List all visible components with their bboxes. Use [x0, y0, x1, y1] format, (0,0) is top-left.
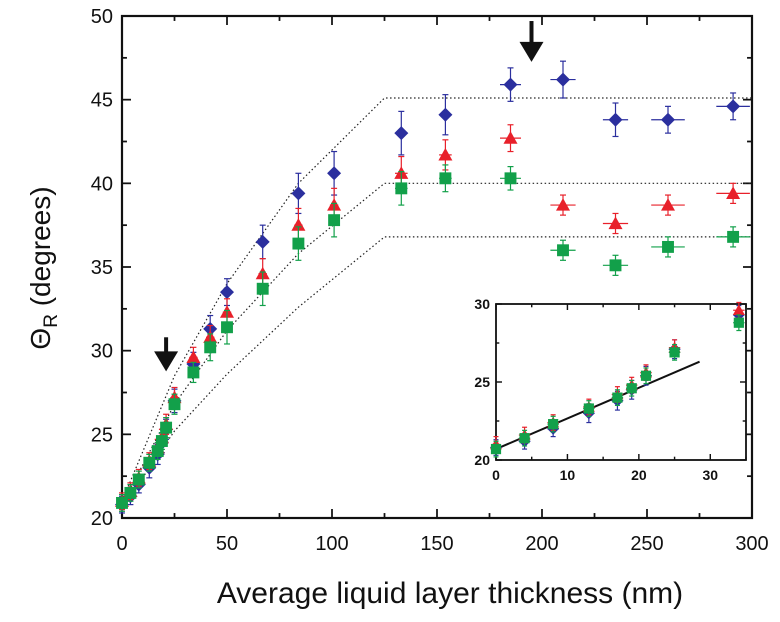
data-point-triangle	[556, 198, 570, 211]
data-point-square	[143, 456, 156, 469]
inset-data-point-square	[548, 419, 559, 430]
inset-data-point-square	[490, 443, 502, 455]
data-point-square	[151, 445, 164, 458]
inset-data-point-square	[626, 383, 637, 394]
x-tick-label: 100	[315, 533, 348, 555]
inset-y-tick-label: 30	[474, 296, 490, 312]
data-point-square	[292, 237, 305, 250]
y-axis-symbol: Θ	[25, 328, 56, 350]
inset-plot: 0 10 20 30 20 25 30	[474, 296, 747, 483]
data-point-square	[439, 172, 452, 185]
arrow-head	[154, 351, 179, 372]
data-point-square	[221, 321, 233, 334]
y-tick-label: 20	[91, 508, 113, 530]
inset-data-point-square	[519, 433, 530, 444]
data-point-triangle	[503, 131, 518, 144]
inset-data-point-square	[733, 317, 744, 328]
data-point-triangle	[608, 216, 623, 230]
data-point-square	[160, 421, 173, 434]
x-tick-label: 300	[735, 533, 768, 555]
x-tick-label: 50	[216, 533, 238, 555]
data-point-square	[727, 230, 740, 243]
arrow-head	[519, 41, 544, 62]
inset-y-tick-label: 20	[474, 452, 490, 468]
data-point-diamond	[726, 99, 741, 114]
inset-data-point-square	[612, 392, 623, 403]
y-tick-label: 45	[91, 90, 113, 112]
inset-x-tick-label: 20	[631, 467, 647, 483]
data-point-diamond	[220, 285, 234, 300]
data-point-square	[168, 398, 181, 411]
inset-x-tick-label: 10	[560, 467, 576, 483]
y-tick-label: 40	[91, 173, 113, 195]
data-point-diamond	[503, 77, 518, 92]
data-point-diamond	[661, 112, 675, 127]
data-point-square	[504, 172, 517, 185]
data-point-diamond	[327, 166, 342, 181]
data-point-triangle	[661, 198, 675, 211]
data-point-square	[204, 341, 217, 354]
inset-x-tick-label: 30	[702, 467, 718, 483]
data-point-diamond	[394, 126, 409, 141]
y-tick-label: 50	[91, 6, 113, 28]
x-tick-label: 250	[630, 533, 663, 555]
x-tick-label: 0	[116, 533, 127, 555]
data-point-square	[116, 496, 128, 509]
y-axis-subscript: R	[41, 314, 62, 328]
x-tick-label: 200	[525, 533, 558, 555]
data-point-square	[328, 214, 341, 227]
inset-data-point-square	[669, 347, 680, 358]
data-point-triangle	[186, 350, 201, 363]
data-point-square	[187, 366, 200, 379]
data-point-triangle	[438, 147, 453, 161]
x-axis-title: Average liquid layer thickness (nm)	[217, 577, 683, 610]
x-tick-label: 150	[420, 533, 453, 555]
data-point-diamond	[608, 112, 623, 127]
data-point-square	[155, 435, 168, 447]
inset-y-tick-label: 25	[474, 374, 490, 390]
data-point-triangle	[291, 218, 306, 231]
data-point-diamond	[556, 72, 570, 87]
data-point-diamond	[438, 107, 453, 122]
data-point-square	[132, 473, 145, 486]
y-axis-unit: (degrees)	[25, 186, 56, 314]
y-tick-label: 35	[91, 257, 113, 279]
data-point-square	[124, 486, 137, 499]
inset-data-point-triangle	[732, 304, 745, 316]
data-point-square	[256, 282, 269, 295]
data-point-diamond	[291, 186, 306, 201]
y-axis-title: ΘR (degrees)	[25, 186, 62, 349]
data-point-square	[609, 259, 622, 272]
y-tick-label: 25	[91, 424, 113, 446]
data-point-diamond	[255, 234, 270, 249]
inset-data-point-square	[583, 403, 594, 414]
data-point-square	[557, 244, 569, 257]
inset-x-tick-label: 0	[492, 467, 500, 483]
data-point-square	[395, 182, 408, 195]
guide-line	[121, 236, 752, 509]
data-point-triangle	[726, 186, 741, 199]
data-point-square	[662, 240, 674, 253]
y-tick-label: 30	[91, 341, 113, 363]
inset-data-point-square	[640, 370, 652, 381]
inset-frame	[495, 303, 747, 461]
guide-line	[121, 97, 752, 502]
